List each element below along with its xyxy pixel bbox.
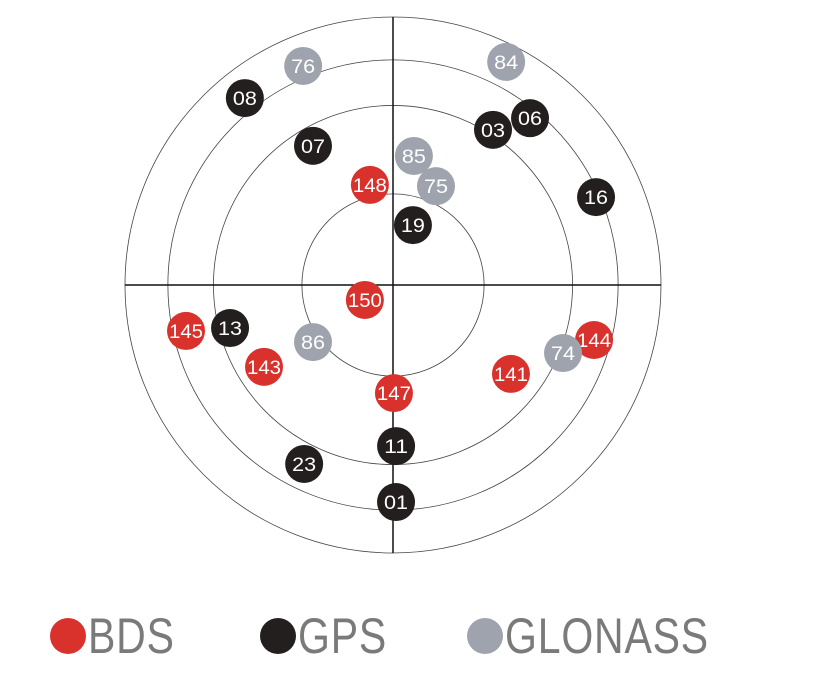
- satellite-label: 13: [218, 319, 242, 340]
- satellite-gps-01: 01: [377, 483, 416, 522]
- satellite-glonass-74: 74: [544, 334, 583, 373]
- satellite-label: 08: [233, 89, 257, 110]
- satellite-marker: [377, 427, 416, 466]
- satellite-gps-16: 16: [577, 178, 616, 217]
- satellite-label: 150: [348, 291, 382, 312]
- satellite-marker: [511, 99, 550, 138]
- satellite-label: 143: [247, 358, 281, 379]
- satellite-marker: [225, 79, 264, 118]
- satellite-marker: [350, 165, 389, 204]
- satellite-gps-11: 11: [377, 427, 416, 466]
- satellite-label: 01: [384, 493, 408, 514]
- satellite-marker: [544, 334, 583, 373]
- satellite-bds-144: 144: [575, 321, 614, 360]
- legend-label: GPS: [298, 608, 388, 664]
- satellite-glonass-85: 85: [394, 136, 433, 175]
- satellite-marker: [577, 178, 616, 217]
- legend-item-glonass: GLONASS: [467, 606, 754, 666]
- satellite-marker: [393, 206, 432, 245]
- satellite-marker: [374, 374, 413, 413]
- satellite-marker: [293, 323, 332, 362]
- skyplot: 148 150 145 143 144 141 147 08 06 03 07 16 19 13 11 23 0…: [124, 16, 662, 554]
- satellite-marker: [245, 347, 284, 386]
- satellite-label: 06: [518, 109, 542, 130]
- skyplot-grid: [124, 16, 662, 554]
- satellite-marker: [474, 110, 513, 149]
- satellite-marker: [284, 46, 323, 85]
- satellite-label: 03: [481, 121, 505, 142]
- satellite-label: 16: [584, 188, 608, 209]
- satellite-marker: [491, 354, 530, 393]
- satellite-bds-143: 143: [245, 347, 284, 386]
- satellite-bds-145: 145: [167, 311, 206, 350]
- satellite-marker: [293, 126, 332, 165]
- legend-label: GLONASS: [505, 608, 709, 664]
- satellite-label: 141: [494, 365, 528, 386]
- satellite-label: 19: [401, 216, 425, 237]
- satellite-glonass-86: 86: [293, 323, 332, 362]
- satellite-marker: [394, 136, 433, 175]
- satellite-label: 11: [384, 437, 408, 458]
- satellite-marker: [211, 309, 250, 348]
- legend-marker-glonass: [467, 618, 503, 654]
- satellite-bds-141: 141: [491, 354, 530, 393]
- satellite-gps-19: 19: [393, 206, 432, 245]
- satellite-bds-147: 147: [374, 374, 413, 413]
- satellite-glonass-76: 76: [284, 46, 323, 85]
- satellite-glonass-84: 84: [487, 42, 526, 81]
- satellite-label: 144: [577, 331, 611, 352]
- satellite-marker: [167, 311, 206, 350]
- satellites: 148 150 145 143 144 141 147 08 06 03 07 16 19 13 11 23 0…: [167, 42, 616, 522]
- satellite-marker: [345, 280, 384, 319]
- satellite-marker: [575, 321, 614, 360]
- legend-item-gps: GPS: [260, 606, 407, 666]
- satellite-gps-03: 03: [474, 110, 513, 149]
- legend-label: BDS: [88, 608, 175, 664]
- satellite-marker: [487, 42, 526, 81]
- satellite-gps-13: 13: [211, 309, 250, 348]
- satellite-gps-07: 07: [293, 126, 332, 165]
- satellite-bds-150: 150: [345, 280, 384, 319]
- satellite-label: 84: [494, 53, 518, 74]
- satellite-gps-06: 06: [511, 99, 550, 138]
- satellite-glonass-75: 75: [416, 167, 455, 206]
- satellite-label: 85: [402, 147, 426, 168]
- legend-marker-gps: [260, 618, 296, 654]
- legend-marker-bds: [50, 618, 86, 654]
- satellite-label: 74: [551, 344, 575, 365]
- satellite-marker: [416, 167, 455, 206]
- satellite-marker: [285, 444, 324, 483]
- legend-item-bds: BDS: [50, 606, 194, 666]
- satellite-label: 148: [353, 176, 387, 197]
- satellite-label: 147: [377, 384, 411, 405]
- satellite-label: 23: [292, 455, 316, 476]
- satellite-marker: [377, 483, 416, 522]
- satellite-label: 145: [169, 322, 203, 343]
- satellite-gps-23: 23: [285, 444, 324, 483]
- legend: BDS GPS GLONASS: [0, 606, 819, 666]
- satellite-label: 76: [291, 57, 315, 78]
- satellite-bds-148: 148: [350, 165, 389, 204]
- satellite-label: 07: [301, 137, 325, 158]
- satellite-label: 75: [424, 177, 448, 198]
- satellite-label: 86: [301, 333, 325, 354]
- satellite-gps-08: 08: [225, 79, 264, 118]
